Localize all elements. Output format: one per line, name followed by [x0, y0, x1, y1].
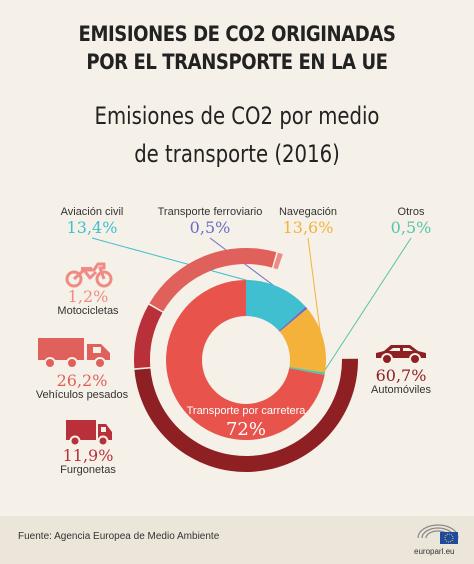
ring-segment-motocicletas [273, 252, 283, 270]
road-label-vans: Furgonetas [60, 464, 116, 476]
road-breakdown-ring [134, 248, 358, 472]
donut-hole [202, 316, 290, 404]
motorcycle-icon [65, 262, 113, 288]
slice-label-other: Otros [397, 206, 425, 218]
road-label-heavy: Vehículos pesados [35, 389, 129, 401]
truck-icon [38, 338, 110, 369]
ring-segment-furgonetas [134, 304, 163, 369]
slice-value-rail: 0,5% [189, 218, 231, 237]
footer-bar [0, 516, 474, 564]
main-title-line1: EMISIONES DE CO2 ORIGINADAS [78, 22, 396, 46]
road-value-cars: 60,7% [375, 366, 427, 385]
slice-label-road: Transporte por carretera [186, 405, 306, 417]
leader-line-navegacion [307, 237, 322, 340]
road-label-motorcycles: Motocicletas [57, 305, 119, 317]
main-title-line2: POR EL TRANSPORTE EN LA UE [86, 50, 388, 74]
road-value-heavy: 26,2% [56, 371, 108, 390]
slice-value-shipping: 13,6% [282, 218, 334, 237]
brand-text: europarl.eu [414, 547, 455, 556]
slice-label-shipping: Navegación [278, 206, 338, 218]
source-note: Fuente: Agencia Europea de Medio Ambient… [18, 531, 220, 542]
ring-segment-automoviles [134, 358, 358, 472]
road-label-cars: Automóviles [371, 384, 431, 396]
car-icon [376, 345, 426, 365]
leader-line-otros [322, 237, 412, 374]
chart-title-line1: Emisiones de CO2 por medio [94, 102, 380, 130]
slice-value-road: 72% [225, 419, 266, 440]
chart-title-line2: de transporte (2016) [134, 140, 340, 168]
slice-value-other: 0,5% [390, 218, 432, 237]
van-icon [66, 420, 112, 446]
ring-segment-vehiculos-pesados [149, 248, 277, 312]
road-value-vans: 11,9% [62, 446, 114, 465]
slice-label-aviation: Aviación civil [60, 206, 124, 218]
slice-value-aviation: 13,4% [66, 218, 118, 237]
road-value-motorcycles: 1,2% [67, 287, 109, 306]
european-parliament-logo [417, 524, 459, 544]
slice-label-rail: Transporte ferroviario [157, 206, 263, 218]
